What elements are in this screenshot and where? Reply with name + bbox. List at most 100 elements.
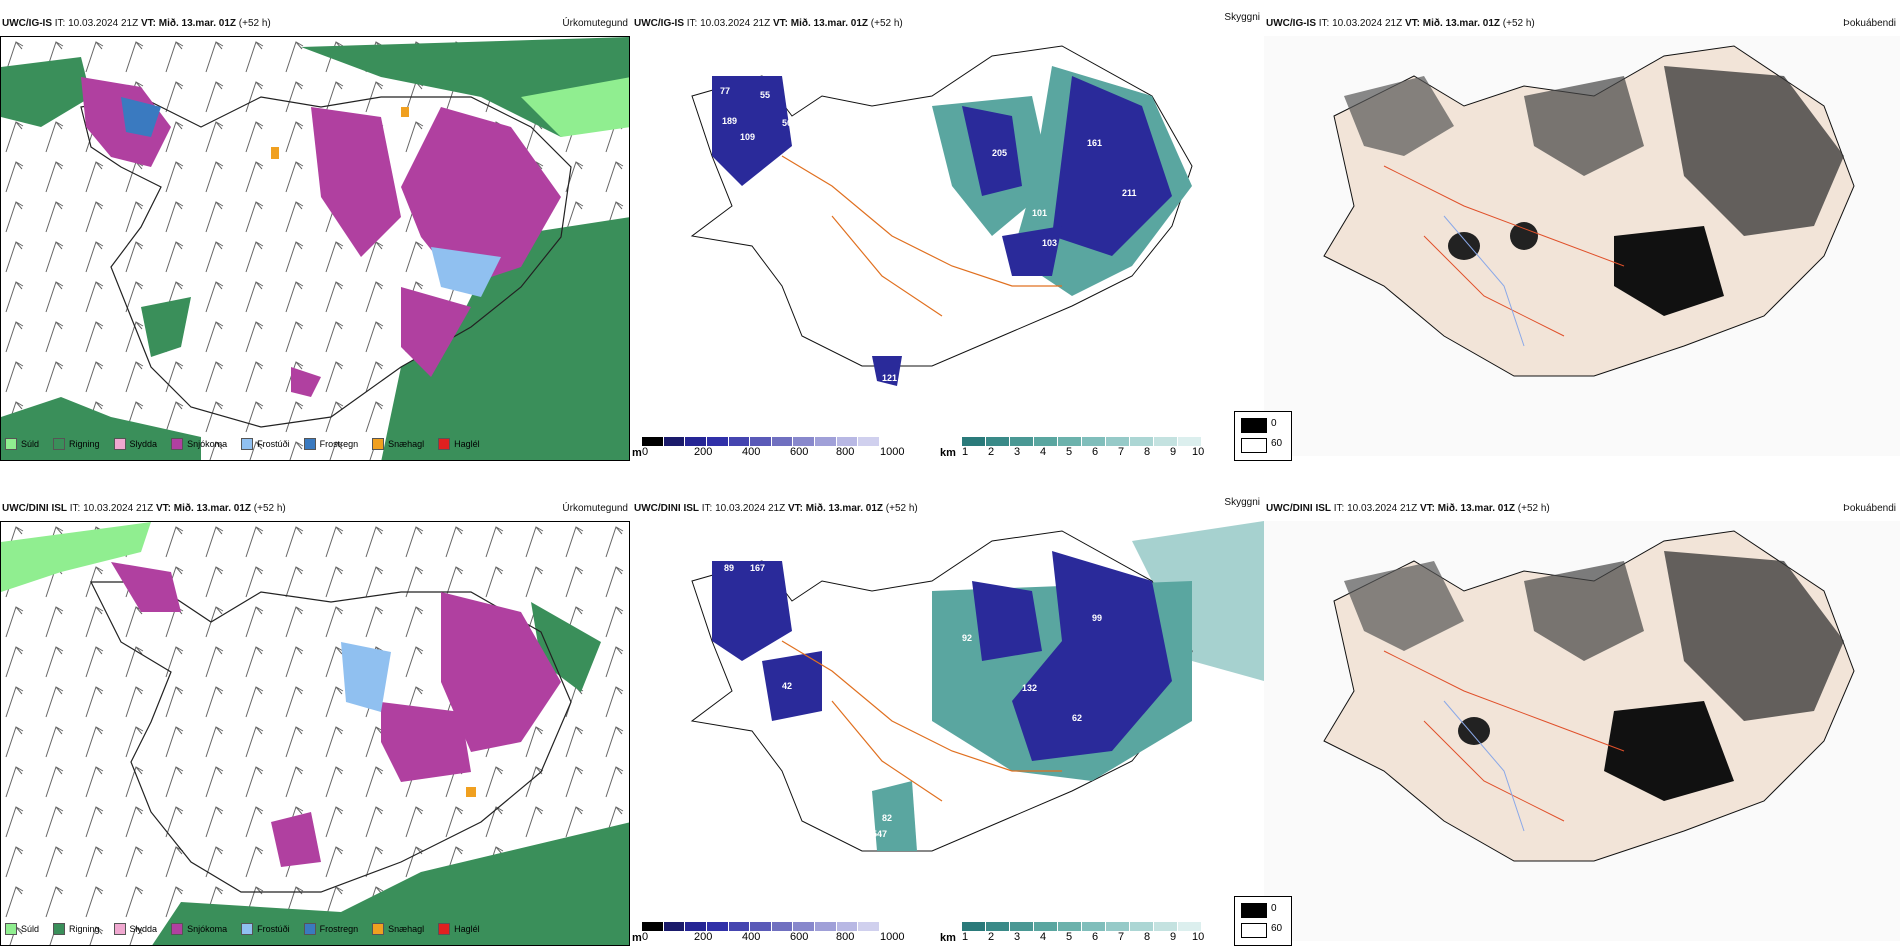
frost-drizzle-area <box>431 247 501 297</box>
snow-area <box>271 812 321 867</box>
colorbar-cell <box>1154 437 1178 446</box>
model-name: UWC/IG-IS <box>634 18 684 29</box>
forecast-row-igis: UWC/IG-IS IT: 10.03.2024 21Z VT: Mið. 13… <box>0 0 1900 465</box>
vis-km-unit: km <box>940 447 956 459</box>
rain-area <box>531 602 601 692</box>
colorbar-cell <box>1082 437 1106 446</box>
low-visibility-area <box>872 356 902 386</box>
fog-shading <box>1524 76 1644 176</box>
colorbar-cell <box>771 922 794 931</box>
tick-label: 8 <box>1144 446 1151 458</box>
colorbar-ticks: 1 2 3 4 5 6 7 8 9 10 <box>962 931 1204 944</box>
precip-map <box>1 37 629 460</box>
snow-area <box>111 562 181 612</box>
colorbar-cell <box>1010 437 1034 446</box>
vis-label: 99 <box>1092 613 1102 623</box>
parameter-name: Úrkomutegund <box>562 18 628 29</box>
low-visibility-area <box>762 651 822 721</box>
legend-label: Súld <box>21 924 40 934</box>
legend-low-label: 0 <box>1271 418 1277 429</box>
vis-label: 547 <box>872 829 887 839</box>
legend-swatch <box>53 923 66 935</box>
vis-km-colorbar: 1 2 3 4 5 6 7 8 9 10 <box>962 922 1204 944</box>
visibility-map: 54 89 167 42 92 99 132 62 82 547 <box>690 521 1264 852</box>
tick-label: 3 <box>1014 446 1021 458</box>
river-lines <box>1443 215 1525 347</box>
lead-time: (+52 h) <box>1517 503 1550 514</box>
colorbar-cell <box>962 922 986 931</box>
model-name: UWC/DINI ISL <box>634 503 699 514</box>
legend-item: Snjókoma <box>171 923 227 935</box>
colorbar-cell <box>1082 922 1106 931</box>
colorbar-cell <box>1010 922 1034 931</box>
panel-title: UWC/IG-IS IT: 10.03.2024 21Z VT: Mið. 13… <box>634 18 903 29</box>
tick-label: 200 <box>694 446 713 458</box>
legend-label: Frostregn <box>319 439 359 449</box>
colorbar-cell <box>1106 922 1130 931</box>
legend-label: Frostúði <box>257 439 290 449</box>
tick-label: 8 <box>1144 931 1151 943</box>
vis-label: 77 <box>720 86 730 96</box>
init-time: IT: 10.03.2024 21Z <box>701 503 786 514</box>
road-lines <box>1383 165 1625 337</box>
low-visibility-area <box>712 561 792 661</box>
precip-type-panel: UWC/IG-IS IT: 10.03.2024 21Z VT: Mið. 13… <box>0 0 632 465</box>
legend-label: Rigning <box>69 924 100 934</box>
model-name: UWC/IG-IS <box>2 18 52 29</box>
tick-label: 2 <box>988 446 995 458</box>
panel-title: UWC/IG-IS IT: 10.03.2024 21Z VT: Mið. 13… <box>1266 18 1535 29</box>
road-lines <box>781 640 1062 802</box>
colorbar-cell <box>986 437 1010 446</box>
colorbar-cell <box>706 437 729 446</box>
vis-label: 62 <box>1072 713 1082 723</box>
valid-time: VT: Mið. 13.mar. 01Z <box>140 18 237 29</box>
precip-map-frame: Súld Rigning Slydda Snjókoma Frostúði Fr… <box>0 521 630 946</box>
legend-item: Slydda <box>113 923 157 935</box>
tick-label: 400 <box>742 446 761 458</box>
vis-label: 62 <box>742 62 752 72</box>
visibility-labels: 54 89 167 42 92 99 132 62 82 547 <box>724 547 1102 839</box>
fog-map <box>1264 521 1900 941</box>
fog-shading <box>1664 551 1844 721</box>
legend-swatch <box>5 923 17 935</box>
valid-time: VT: Mið. 13.mar. 01Z <box>772 18 869 29</box>
colorbar-cell <box>793 437 816 446</box>
vis-m-colorbar: 0 200 400 600 800 1000 <box>642 922 904 944</box>
vis-label: 54 <box>740 547 750 557</box>
vis-label: 89 <box>724 563 734 573</box>
tick-label: 400 <box>742 931 761 943</box>
tick-label: 6 <box>1092 446 1099 458</box>
snow-pellet-area <box>271 147 279 159</box>
snow-area <box>401 107 561 287</box>
vis-label: 109 <box>740 132 755 142</box>
legend-label: Haglél <box>454 924 480 934</box>
colorbar-swatches <box>642 437 881 446</box>
legend-swatch <box>113 923 126 935</box>
legend-swatch <box>372 923 385 935</box>
panel-title: UWC/DINI ISL IT: 10.03.2024 21Z VT: Mið.… <box>2 503 286 514</box>
model-name: UWC/DINI ISL <box>2 503 67 514</box>
legend-label: Haglél <box>454 439 480 449</box>
init-time: IT: 10.03.2024 21Z <box>69 503 154 514</box>
tick-label: 6 <box>1092 931 1099 943</box>
fog-shading <box>1344 76 1454 156</box>
low-visibility-area <box>962 106 1022 196</box>
parameter-name: Þokuábendi <box>1843 18 1896 29</box>
legend-swatch-low <box>1241 418 1267 433</box>
legend-label: Súld <box>21 439 40 449</box>
legend-swatch <box>241 923 254 935</box>
colorbar-cell <box>771 437 794 446</box>
vis-m-colorbar: 0 200 400 600 800 1000 <box>642 437 904 459</box>
init-time: IT: 10.03.2024 21Z <box>686 18 771 29</box>
snow-area <box>381 702 471 782</box>
colorbar-cell <box>728 437 751 446</box>
vis-label: 101 <box>1032 208 1047 218</box>
legend-label: Rigning <box>69 439 100 449</box>
valid-time: VT: Mið. 13.mar. 01Z <box>155 503 252 514</box>
snow-pellet-area <box>401 107 409 117</box>
tick-label: 0 <box>642 446 649 458</box>
legend-swatch <box>171 923 184 935</box>
fog-shading <box>1614 226 1724 316</box>
vis-label: 205 <box>992 148 1007 158</box>
colorbar-cell <box>1034 437 1058 446</box>
